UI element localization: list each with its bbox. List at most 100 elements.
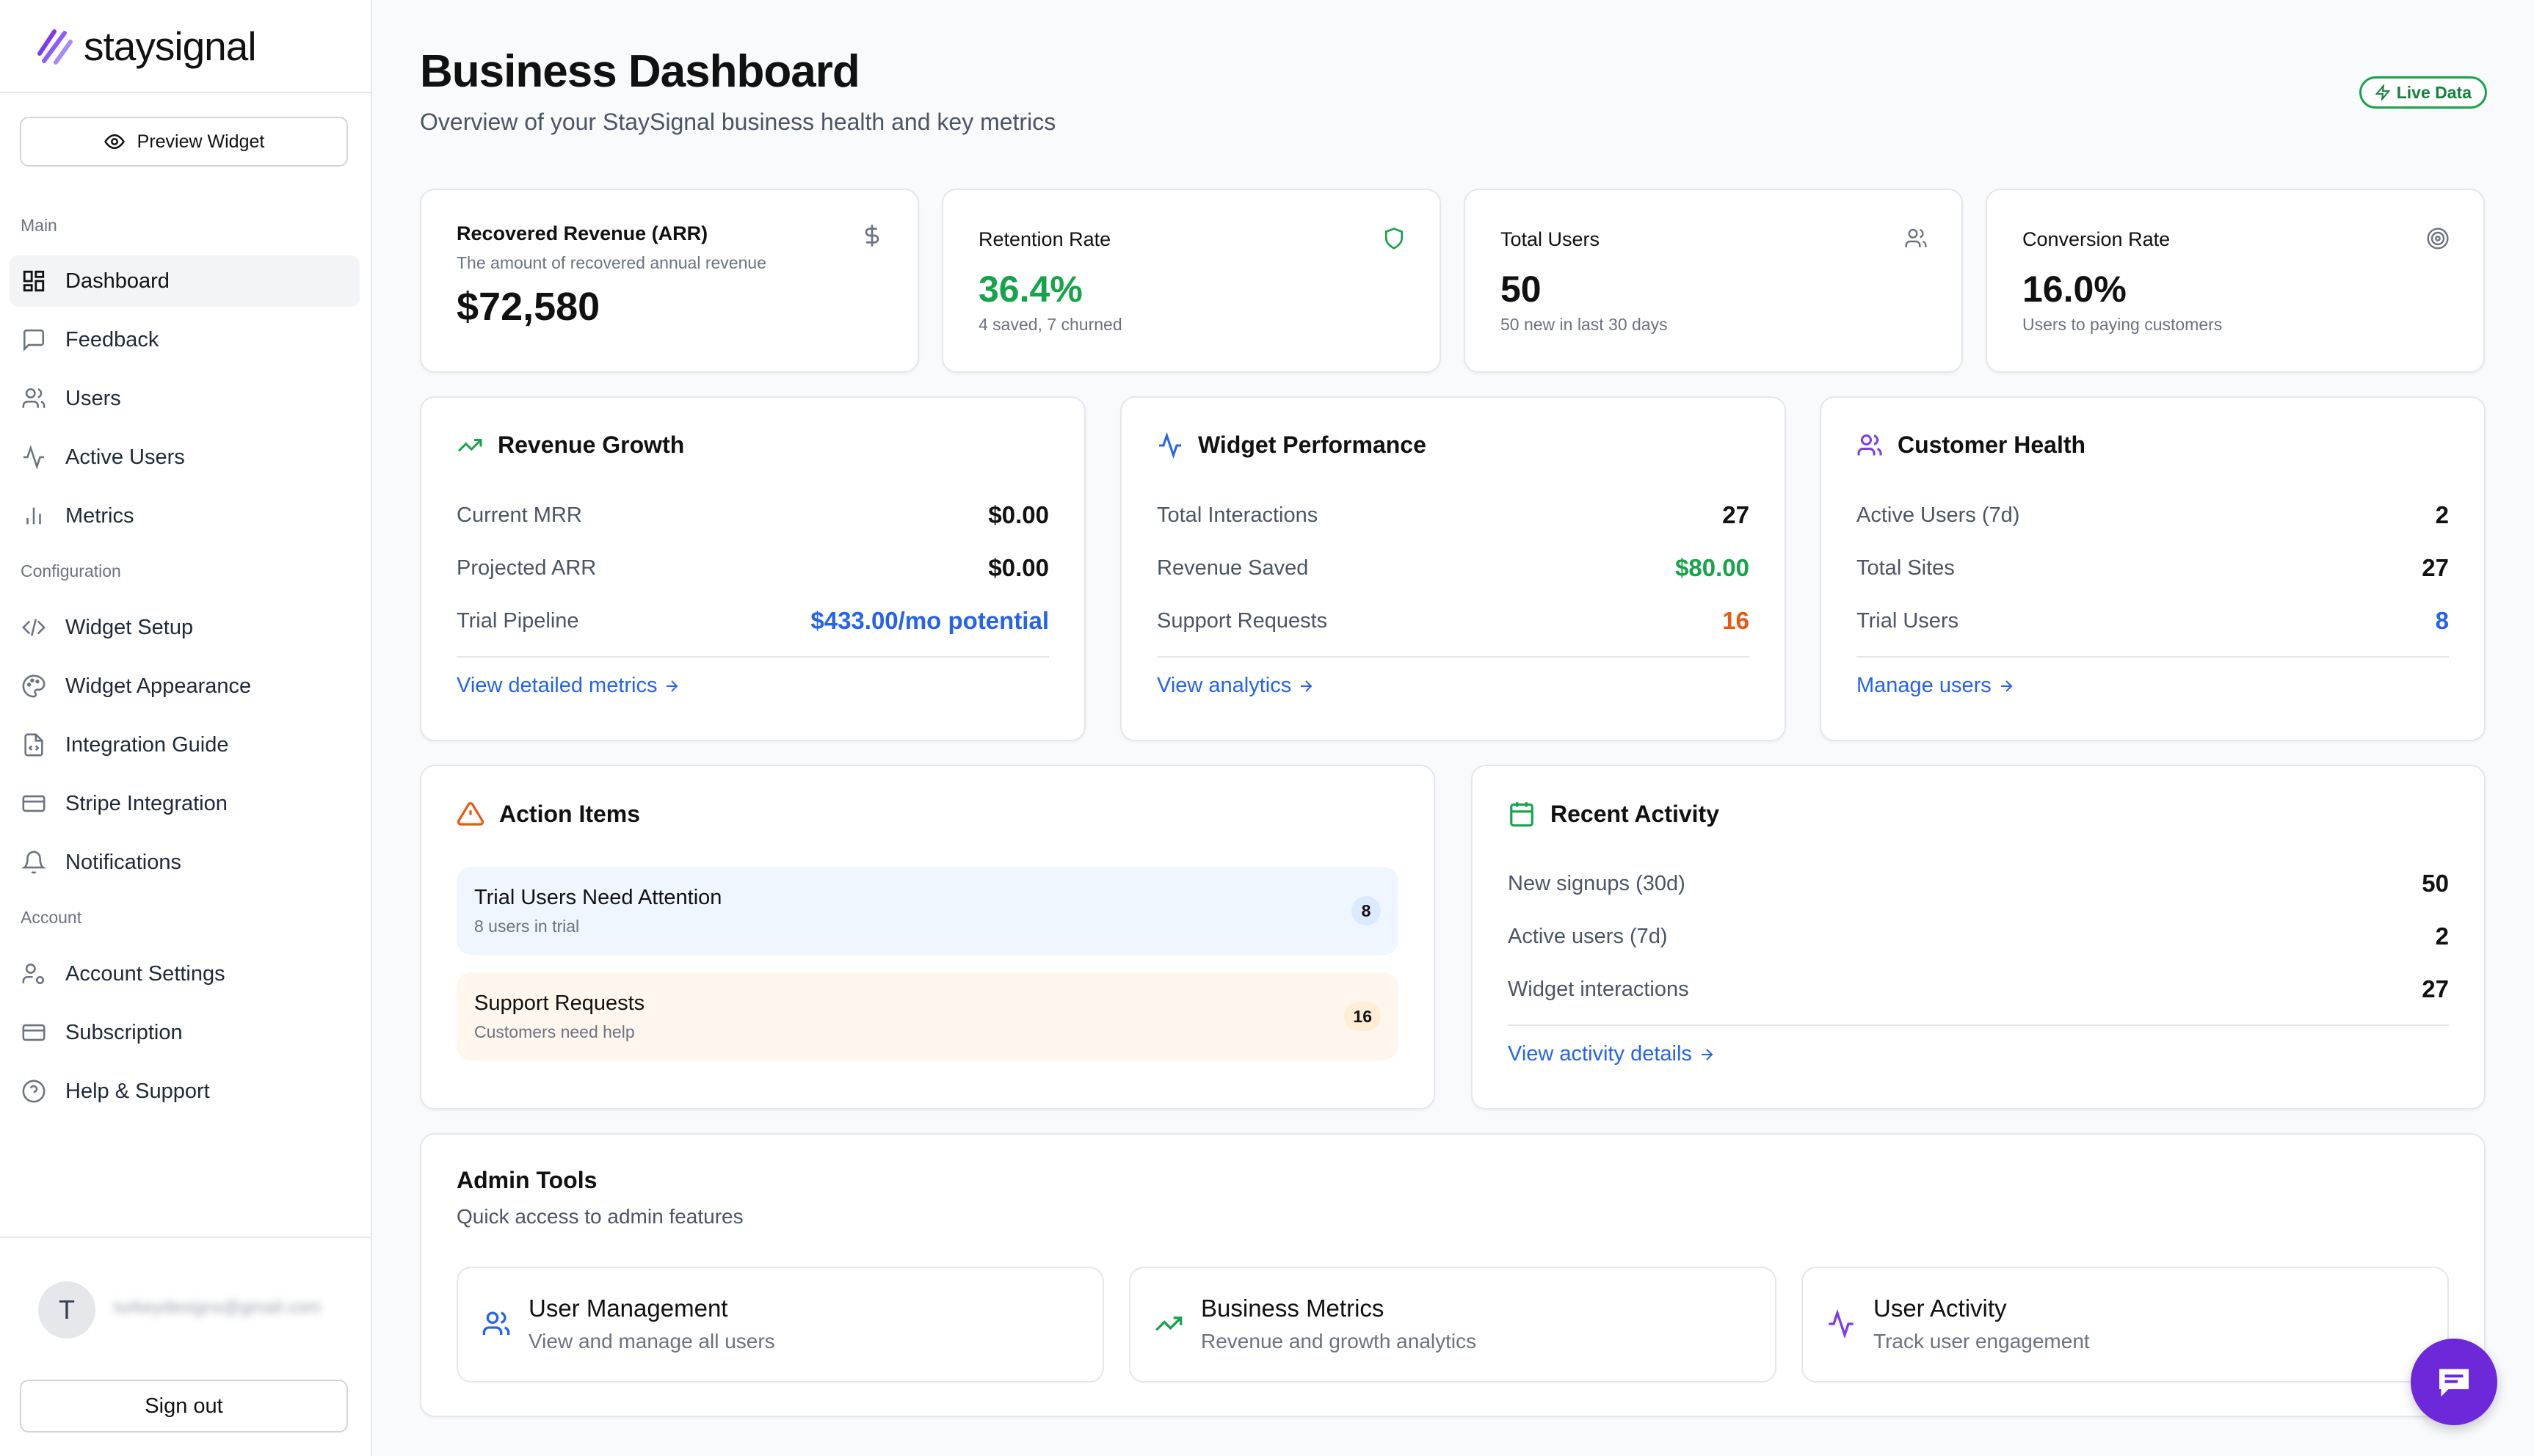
avatar[interactable]: T (38, 1281, 95, 1339)
metric-label: Projected ARR (457, 556, 597, 580)
view-analytics-link[interactable]: View analytics (1157, 674, 1315, 698)
metric-value: $433.00/mo potential (810, 607, 1049, 634)
metric-row: Support Requests 16 (1157, 603, 1749, 639)
sidebar-item-dashboard[interactable]: Dashboard (10, 255, 360, 307)
sidebar-item-active-users[interactable]: Active Users (10, 432, 360, 483)
bell-icon (21, 851, 46, 874)
file-code-icon (24, 733, 43, 757)
stat-title: Recovered Revenue (ARR) (457, 222, 708, 244)
divider (0, 1237, 371, 1238)
chat-bubble-icon (2439, 1369, 2469, 1397)
divider (0, 92, 371, 93)
logo[interactable]: staysignal (34, 22, 257, 70)
card-title-label: Recent Activity (1550, 800, 1719, 827)
link-label: View detailed metrics (457, 674, 658, 697)
sidebar-item-stripe-integration[interactable]: Stripe Integration (10, 778, 360, 829)
shield-icon (1385, 228, 1403, 250)
activity-label: Widget interactions (1508, 977, 1689, 1001)
bar-chart-icon (26, 507, 41, 525)
chat-launcher-button[interactable] (2411, 1339, 2497, 1425)
metric-row: Total Interactions 27 (1157, 497, 1749, 534)
divider (1856, 656, 2449, 658)
view-detailed-metrics-link[interactable]: View detailed metrics (457, 674, 680, 698)
users-icon (1857, 434, 1882, 455)
credit-card-icon (22, 1024, 46, 1041)
users-icon (482, 1311, 510, 1335)
preview-widget-label: Preview Widget (137, 131, 265, 152)
tool-user-management[interactable]: User Management View and manage all user… (457, 1267, 1104, 1383)
activity-icon (1829, 1309, 1854, 1339)
calendar-icon (1510, 802, 1533, 827)
user-cog-icon (22, 963, 45, 985)
activity-label: Active users (7d) (1508, 924, 1668, 948)
sidebar-item-users[interactable]: Users (10, 373, 360, 424)
sidebar-item-label: Subscription (65, 1020, 183, 1044)
metric-label: Total Sites (1856, 556, 1955, 580)
count-badge: 16 (1344, 1002, 1381, 1031)
metric-label: Trial Pipeline (457, 608, 579, 633)
stat-title: Total Users (1500, 228, 1600, 250)
sidebar-item-metrics[interactable]: Metrics (10, 490, 360, 542)
tool-title: Business Metrics (1201, 1295, 1384, 1322)
metric-label: Current MRR (457, 503, 582, 527)
action-title: Support Requests (474, 991, 645, 1015)
dollar-icon (865, 225, 879, 247)
view-activity-details-link[interactable]: View activity details (1508, 1042, 1716, 1066)
metric-row: Trial Users 8 (1856, 603, 2449, 639)
tool-business-metrics[interactable]: Business Metrics Revenue and growth anal… (1129, 1267, 1776, 1383)
card-title: Widget Performance (1157, 432, 1426, 459)
preview-widget-button[interactable]: Preview Widget (20, 117, 348, 167)
action-items-card: Action Items Trial Users Need Attention … (420, 765, 1435, 1110)
metric-value: $0.00 (988, 554, 1049, 581)
palette-icon (22, 674, 46, 698)
card-title-label: Customer Health (1898, 432, 2086, 458)
tool-title: User Activity (1873, 1295, 2007, 1322)
card-title: Admin Tools (457, 1167, 598, 1193)
alert-triangle-icon (457, 802, 484, 826)
admin-tools-card: Admin Tools Quick access to admin featur… (420, 1133, 2486, 1417)
sidebar-item-account-settings[interactable]: Account Settings (10, 948, 360, 1000)
card-title: Recent Activity (1508, 800, 1719, 828)
action-item-support-requests[interactable]: Support Requests Customers need help 16 (457, 972, 1398, 1060)
sidebar-item-label: Active Users (65, 445, 185, 469)
card-title-label: Widget Performance (1198, 432, 1426, 458)
sidebar-item-help-support[interactable]: Help & Support (10, 1066, 360, 1117)
sidebar-item-label: Dashboard (65, 269, 170, 293)
metric-value: 27 (2422, 554, 2449, 581)
metric-value: $0.00 (988, 501, 1049, 528)
activity-icon (23, 445, 45, 470)
sidebar-item-feedback[interactable]: Feedback (10, 314, 360, 365)
activity-row: Active users (7d) 2 (1508, 918, 2449, 955)
trending-up-icon (1155, 1317, 1183, 1331)
divider (1508, 1024, 2449, 1026)
users-icon (1905, 228, 1927, 247)
arrow-right-icon (667, 680, 678, 692)
live-data-badge: Live Data (2359, 76, 2487, 109)
sign-out-button[interactable]: Sign out (20, 1380, 348, 1433)
sidebar-item-label: Notifications (65, 850, 181, 874)
section-configuration: Configuration (21, 561, 121, 580)
action-title: Trial Users Need Attention (474, 886, 722, 909)
card-title: Customer Health (1856, 432, 2085, 459)
divider (457, 656, 1049, 658)
action-item-trial-users[interactable]: Trial Users Need Attention 8 users in tr… (457, 867, 1398, 955)
sidebar-item-subscription[interactable]: Subscription (10, 1007, 360, 1058)
metric-label: Active Users (7d) (1856, 503, 2020, 527)
sidebar-item-label: Account Settings (65, 961, 225, 986)
tool-subtitle: Track user engagement (1873, 1330, 2090, 1353)
stat-subtext: Users to paying customers (2022, 315, 2223, 334)
metric-row: Revenue Saved $80.00 (1157, 550, 1749, 586)
sidebar-item-label: Users (65, 386, 121, 410)
tool-user-activity[interactable]: User Activity Track user engagement (1801, 1267, 2449, 1383)
message-icon (23, 329, 45, 352)
stat-title: Retention Rate (979, 228, 1111, 250)
sidebar-item-notifications[interactable]: Notifications (10, 837, 360, 888)
sidebar-item-label: Metrics (65, 503, 134, 528)
manage-users-link[interactable]: Manage users (1856, 674, 2015, 698)
sidebar-item-widget-setup[interactable]: Widget Setup (10, 602, 360, 653)
link-label: View analytics (1157, 674, 1292, 697)
sidebar-item-widget-appearance[interactable]: Widget Appearance (10, 660, 360, 712)
sidebar-item-integration-guide[interactable]: Integration Guide (10, 719, 360, 771)
stat-value: 50 (1500, 269, 1542, 310)
brand-name: staysignal (84, 23, 257, 69)
